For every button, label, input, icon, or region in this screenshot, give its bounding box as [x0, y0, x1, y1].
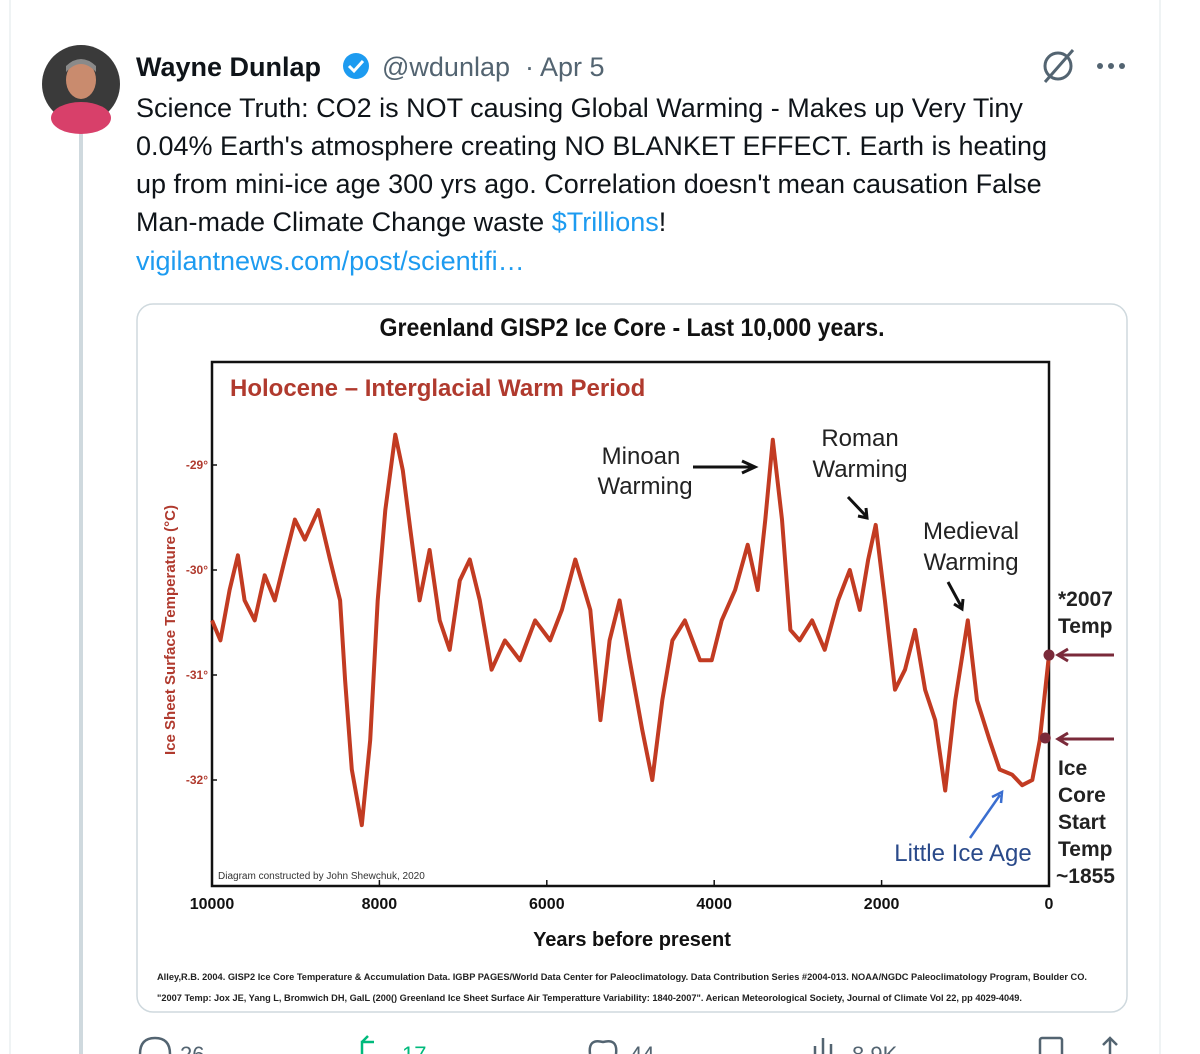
arrow — [1055, 647, 1114, 663]
annotation: Little Ice Age — [894, 840, 1031, 867]
chart-title: Greenland GISP2 Ice Core - Last 10,000 y… — [380, 314, 885, 342]
y-tick-label: -32° — [186, 773, 208, 787]
credit: Diagram constructed by John Shewchuk, 20… — [218, 871, 425, 882]
marker-point — [1039, 732, 1051, 744]
verified-badge — [343, 53, 369, 79]
tweet-text: Science Truth: CO2 is NOT causing Global… — [136, 93, 1023, 123]
annotation: Warming — [923, 549, 1018, 576]
annotation: Temp — [1058, 615, 1112, 638]
like-count: 44 — [630, 1042, 654, 1054]
grok-icon[interactable] — [1043, 49, 1075, 83]
author-name[interactable]: Wayne Dunlap — [136, 52, 321, 82]
y-tick-label: -29° — [186, 458, 208, 472]
share-icon[interactable] — [1102, 1036, 1118, 1054]
annotation: Roman — [821, 425, 898, 452]
reply-count: 26 — [180, 1042, 204, 1054]
more-icon[interactable] — [1097, 63, 1125, 69]
annotation: *2007 — [1058, 588, 1113, 611]
tweet-text: Man-made Climate Change waste — [136, 207, 552, 237]
x-tick-label: 0 — [1045, 896, 1054, 913]
arrow — [946, 581, 965, 612]
y-tick-label: -31° — [186, 668, 208, 682]
annotation: Core — [1058, 784, 1106, 807]
arrow — [968, 789, 1004, 839]
tweet-text: ! — [659, 207, 667, 237]
arrow — [846, 495, 869, 520]
annotation: Temp — [1058, 838, 1112, 861]
x-tick-label: 10000 — [190, 896, 235, 913]
source: Alley,R.B. 2004. GISP2 Ice Core Temperat… — [157, 972, 1087, 983]
annotation: Minoan — [602, 443, 681, 470]
x-tick-label: 4000 — [696, 896, 732, 913]
views-icon[interactable] — [813, 1038, 833, 1054]
view-count: 8.9K — [852, 1042, 898, 1054]
y-tick-label: -30° — [186, 563, 208, 577]
x-tick-label: 6000 — [529, 896, 565, 913]
chart-subtitle: Holocene – Interglacial Warm Period — [230, 375, 645, 402]
arrow — [693, 459, 759, 475]
media-card[interactable] — [136, 303, 1128, 1013]
handle[interactable]: @wdunlap — [382, 52, 510, 82]
tweet-text: Man-made Climate Change waste $Trillions… — [136, 207, 666, 237]
avatar[interactable] — [42, 45, 120, 134]
annotation: ~1855 — [1056, 865, 1115, 888]
annotation: Warming — [597, 473, 692, 500]
x-axis-label: Years before present — [533, 929, 731, 951]
link[interactable]: vigilantnews.com/post/scientifi… — [136, 246, 525, 276]
tweet-text: 0.04% Earth's atmosphere creating NO BLA… — [136, 131, 1047, 161]
like-icon[interactable] — [588, 1040, 618, 1054]
repost-icon[interactable] — [360, 1035, 374, 1054]
annotation: Start — [1058, 811, 1106, 834]
repost-count: 17 — [402, 1042, 426, 1054]
annotation: Ice — [1058, 757, 1087, 780]
cashtag[interactable]: $Trillions — [552, 207, 659, 237]
arrow — [1055, 731, 1114, 747]
reply-icon[interactable] — [138, 1036, 172, 1054]
data-line — [210, 432, 1051, 828]
marker-point — [1043, 649, 1055, 661]
annotation: Warming — [812, 456, 907, 483]
chart: Greenland GISP2 Ice Core - Last 10,000 y… — [157, 314, 1115, 1004]
annotation: Medieval — [923, 518, 1019, 545]
y-axis-label: Ice Sheet Surface Temperature (°C) — [162, 505, 179, 755]
bookmark-icon[interactable] — [1038, 1036, 1064, 1054]
date[interactable]: · Apr 5 — [525, 52, 605, 82]
x-tick-label: 2000 — [864, 896, 900, 913]
source: "2007 Temp: Jox JE, Yang L, Bromwich DH,… — [157, 993, 1022, 1004]
tweet-text: up from mini-ice age 300 yrs ago. Correl… — [136, 169, 1042, 199]
x-tick-label: 8000 — [362, 896, 398, 913]
